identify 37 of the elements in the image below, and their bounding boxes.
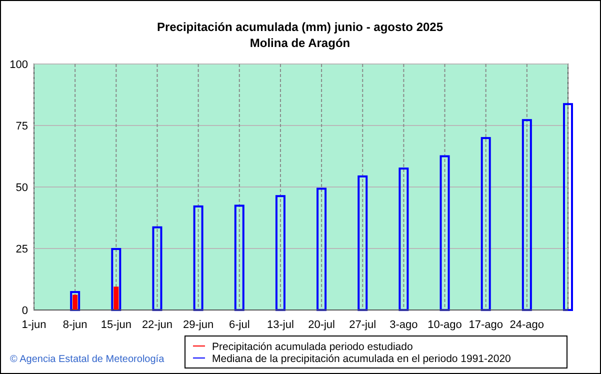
bar [563,103,573,311]
chart-subtitle: Molina de Aragón [250,36,350,50]
bar [152,226,162,311]
y-tick-label: 50 [16,182,28,194]
chart-title: Precipitación acumulada (mm) junio - agosto 2025 [156,20,444,34]
x-tick-label: 20-jul [308,319,335,331]
x-tick-label: 1-jun [22,319,46,331]
x-tick-label: 6-jul [228,319,250,331]
bar [234,204,244,311]
y-tick-label: 75 [16,120,28,132]
y-tick-label: 0 [22,305,28,317]
x-tick-label: 29-jun [183,319,214,331]
x-tick-label: 13-jul [267,319,294,331]
x-tick-label: 24-ago [510,319,544,331]
x-tick-label: 17-ago [468,319,503,331]
bar [398,168,409,311]
bar [193,205,204,311]
y-tick-label: 100 [10,59,28,71]
x-tick-label: 3-ago [390,319,418,331]
bar [358,175,368,311]
bar [111,248,122,311]
legend-label: Mediana de la precipitación acumulada en el periodo 1991-2020 [212,353,512,365]
bar [70,291,80,311]
bar [522,119,532,311]
x-tick-label: 27-jul [349,319,376,331]
x-tick-label: 22-jun [142,319,173,331]
text: © Agencia Estatal de Meteorología [10,354,165,365]
x-tick-label: 15-jun [100,319,132,331]
bar [114,286,119,310]
bar [316,188,327,311]
bar [440,155,450,311]
x-tick-label: 10-ago [428,319,462,331]
y-tick-label: 25 [16,244,28,256]
legend-label: Precipitación acumulada periodo estudiado [212,341,413,353]
bar [275,195,286,311]
bar [480,137,491,311]
x-tick-label: 8-jun [62,319,88,331]
